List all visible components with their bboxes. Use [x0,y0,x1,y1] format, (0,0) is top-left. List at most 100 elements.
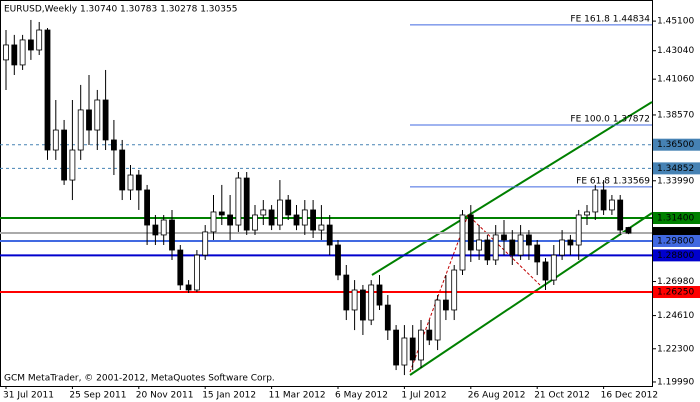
candle-body [268,209,275,226]
candle-body [152,224,159,236]
candle-body [177,249,184,286]
candle-body [144,189,151,226]
level-label: 1.28800 [657,251,694,261]
candle-body [119,149,126,191]
candle-body [202,231,209,256]
candle-body [193,254,200,291]
y-tick-label: 1.33990 [657,176,694,186]
candle-body [69,149,76,181]
candle-body [36,29,43,51]
candle-body [86,109,92,131]
candle-body [393,329,400,366]
candle-body [111,139,117,151]
candle-body [310,209,317,231]
candle-body [401,337,408,366]
level-box [653,138,700,151]
candle-body [609,199,615,211]
candle-body [44,29,51,151]
candle-body [185,284,192,291]
candle-body [52,129,59,151]
y-tick-label: 1.24610 [657,311,694,321]
candle-body [592,189,599,213]
level-label: 1.31400 [657,213,694,223]
candle-body [534,244,541,263]
y-tick-label: 1.41060 [657,75,694,85]
level-box [653,286,700,299]
candle-body [467,214,474,251]
x-tick-label: 15 Jan 2012 [202,391,256,401]
y-tick-label: 1.22300 [657,344,694,354]
level-label: 1.26250 [657,288,694,298]
x-tick-label: 20 Nov 2011 [136,391,194,401]
candle-body [575,214,582,246]
candle-body [359,289,366,321]
fibo-label: FE 161.8 1.44834 [570,14,650,24]
candle-body [61,129,67,181]
level-label: 1.36500 [657,140,694,150]
candle-body [102,99,109,141]
x-tick-label: 16 Dec 2012 [601,391,659,401]
candle-body [27,39,34,51]
candle-body [376,284,383,306]
candle-body [335,244,341,276]
candle-body [260,209,267,216]
candle-body [160,219,167,236]
candle-body [434,299,441,341]
candle-body [318,224,325,231]
candle-body [409,337,416,361]
candle-body [451,269,458,311]
candle-body [384,304,391,331]
candle-body [218,211,225,216]
candle-body [501,234,507,241]
level-box [653,249,700,262]
level-label: 1.29800 [657,236,694,246]
channel-upper [371,101,653,276]
level-box [653,211,700,224]
candle-body [476,239,483,251]
x-tick-label: 6 May 2012 [335,391,388,401]
candle-body [3,44,9,61]
candle-body [127,174,134,191]
level-box [653,234,700,247]
level-label: 1.30355 [657,229,694,239]
candle-body [11,44,18,66]
candle-body [559,239,565,256]
candle-body [584,211,590,216]
y-tick-label: 1.43040 [657,46,694,56]
candle-body [252,214,258,231]
candle-body [617,199,624,231]
candle-body [517,234,524,256]
candle-body [285,199,292,216]
candle-body [492,234,499,261]
candle-body [484,239,491,261]
candle-body [77,109,84,151]
x-tick-label: 25 Sep 2011 [69,391,126,401]
candle-body [459,214,466,271]
candle-body [243,177,250,231]
candle-body [19,39,26,66]
candle-body [326,224,333,246]
candle-body [418,329,424,361]
candle-body [625,227,632,234]
candle-body [169,219,175,251]
candle-body [509,239,516,256]
fibo-label: FE 61.8 1.33569 [576,176,650,186]
y-tick-label: 1.26980 [657,277,694,287]
candle-body [210,211,217,233]
candle-body [368,284,375,321]
candle-body [135,174,142,191]
candle-body [426,329,433,341]
candle-body [343,274,350,311]
x-tick-label: 26 Aug 2012 [468,391,526,401]
candle-body [235,177,242,226]
candle-body [442,299,449,311]
x-tick-label: 31 Jul 2011 [3,391,54,401]
level-box [653,162,700,175]
x-tick-label: 11 Mar 2012 [269,391,326,401]
plot-frame [0,0,653,387]
candle-body [600,189,607,211]
candle-body [567,239,574,246]
candle-body [276,199,283,226]
level-label: 1.34852 [657,164,694,174]
